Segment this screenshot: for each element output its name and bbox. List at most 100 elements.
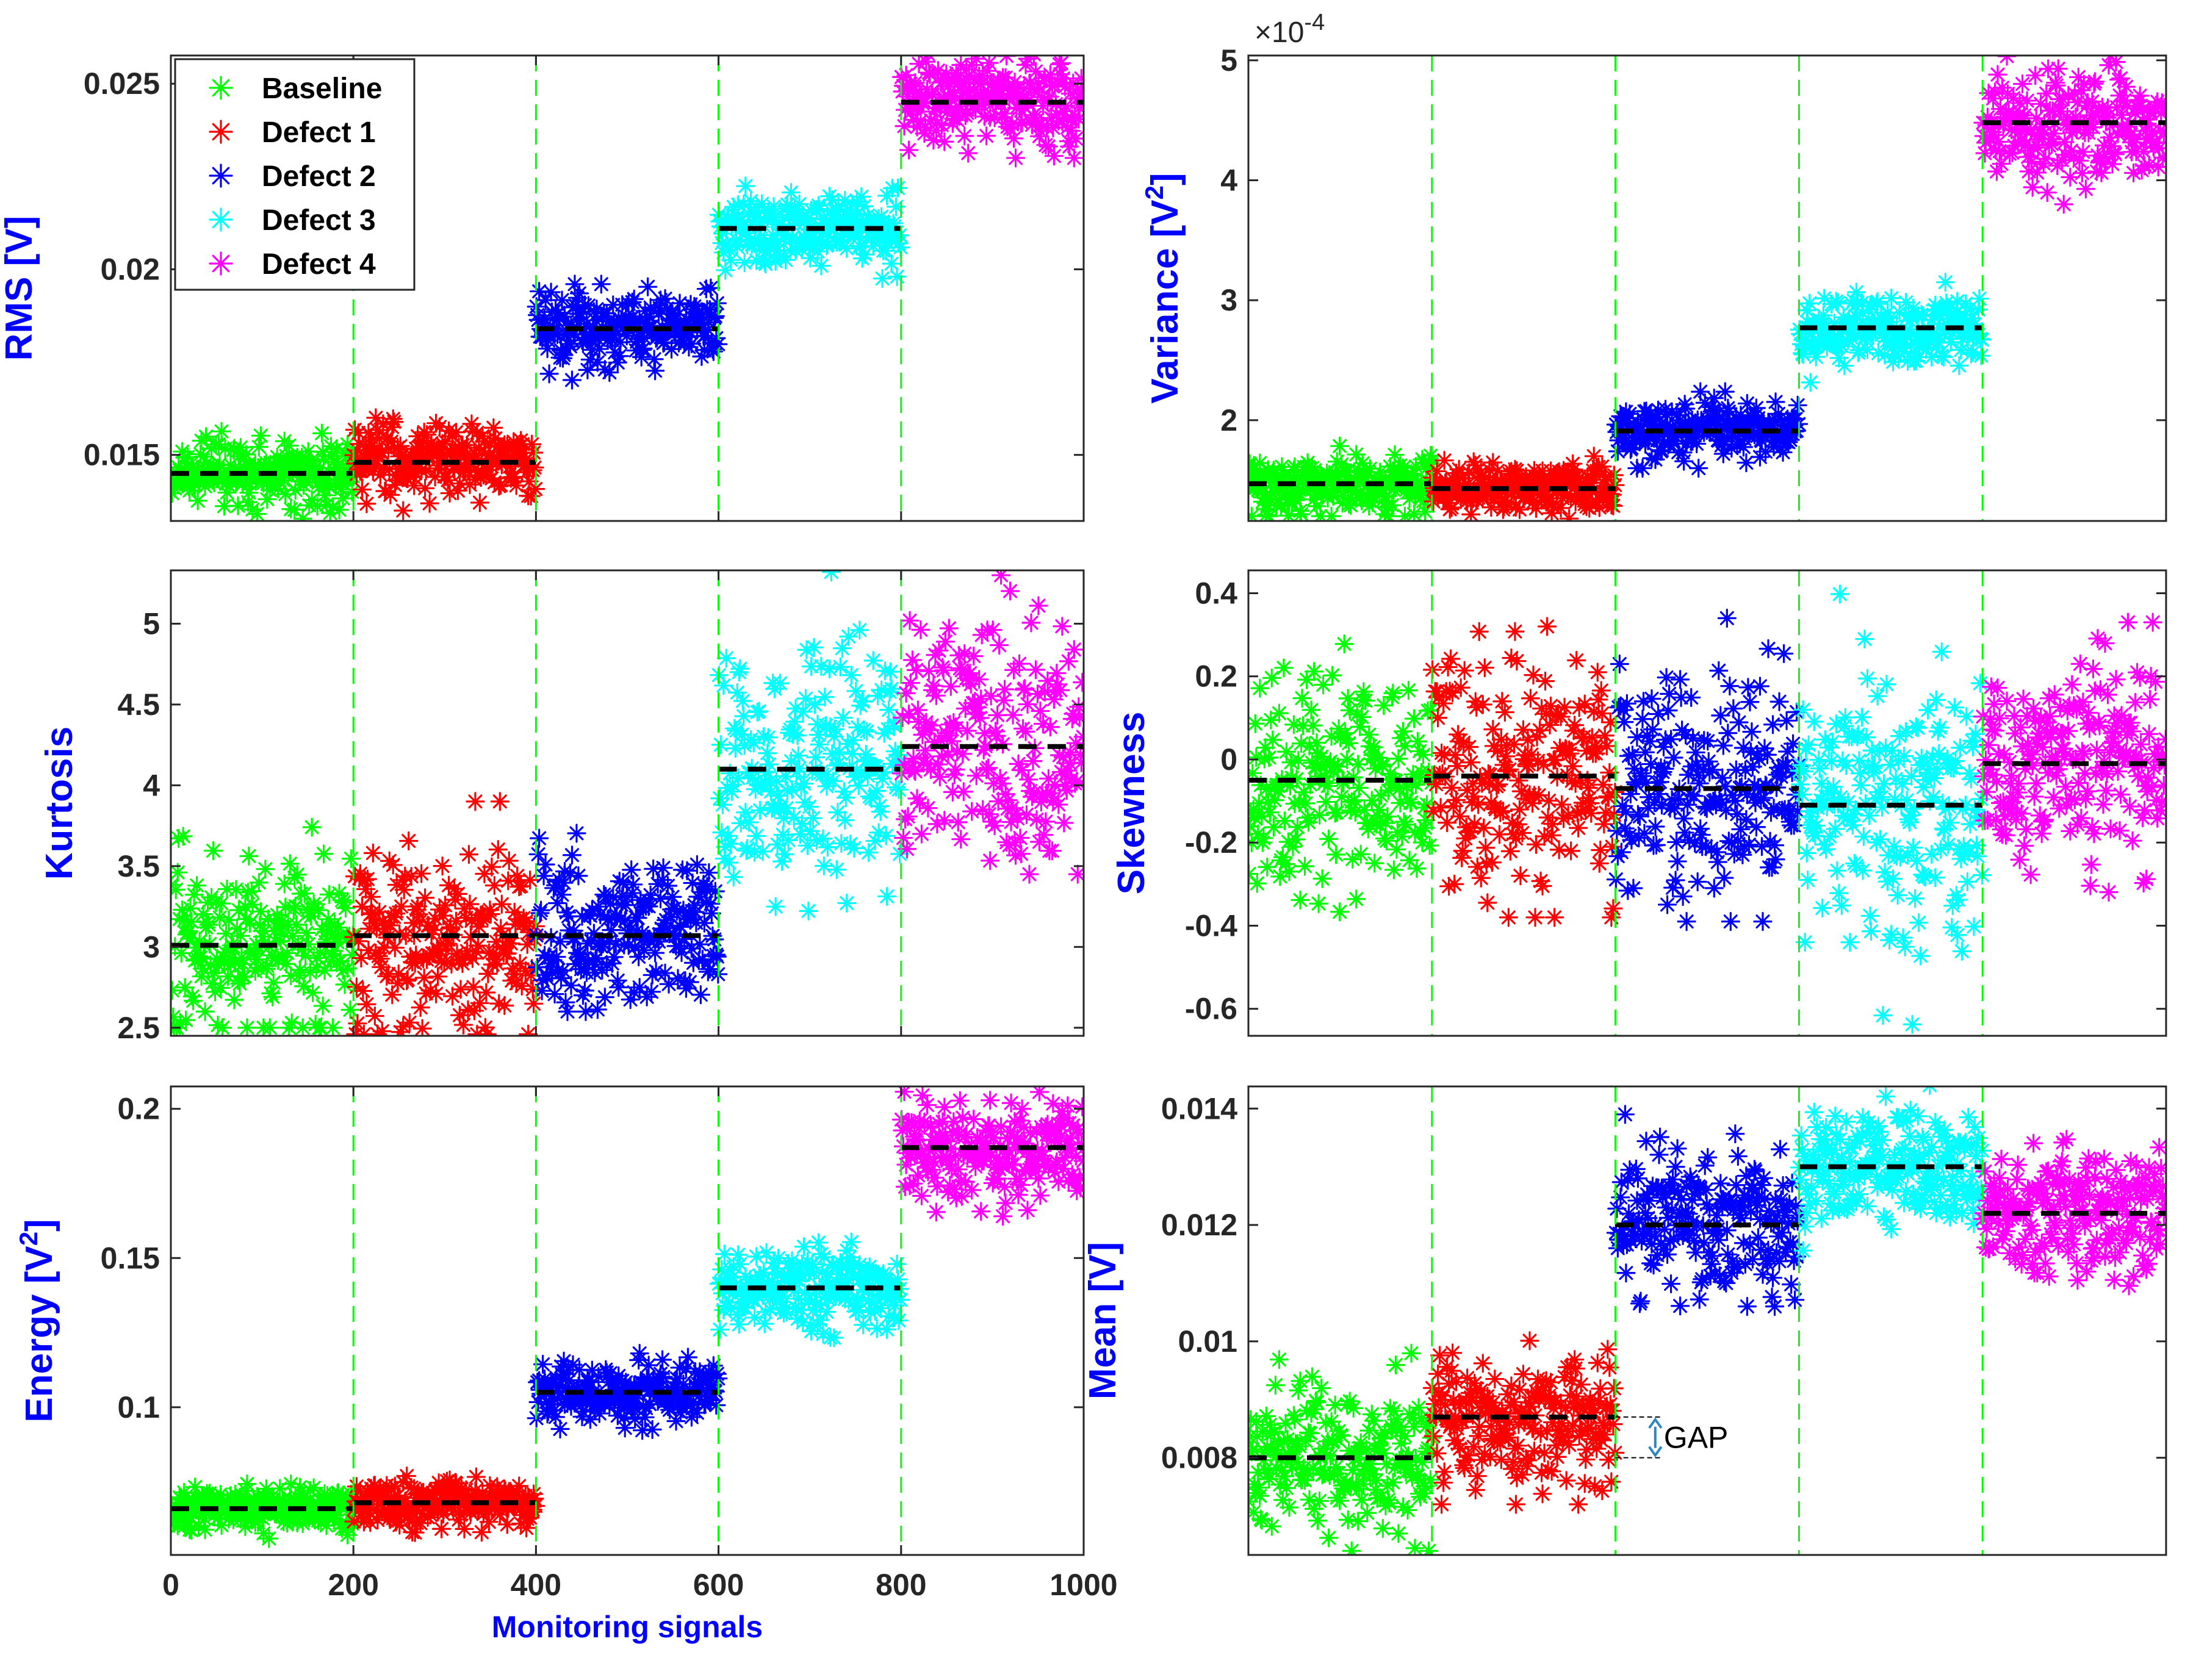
data-point [1793, 700, 1813, 719]
data-point [1044, 146, 1064, 166]
y-tick-label: 2 [1220, 403, 1237, 437]
data-point [682, 334, 702, 353]
data-point [1451, 678, 1470, 697]
data-point [646, 943, 665, 963]
data-point [939, 619, 959, 638]
data-point [1870, 741, 1889, 761]
data-point [185, 1477, 205, 1497]
data-point [2153, 148, 2166, 168]
y-tick-label: 3 [143, 930, 160, 964]
data-point [1483, 720, 1503, 739]
data-point [1552, 795, 1572, 814]
data-point [1724, 698, 1743, 719]
data-point [1946, 751, 1965, 771]
data-point [442, 986, 463, 1006]
data-point [1604, 899, 1623, 918]
data-point [624, 875, 643, 894]
data-point [981, 851, 1000, 871]
data-point [2125, 128, 2144, 148]
data-point [1813, 306, 1833, 325]
data-point [1982, 720, 2002, 739]
data-point [841, 666, 861, 685]
data-point [333, 489, 353, 508]
data-point [1064, 640, 1084, 659]
data-point [964, 646, 984, 666]
data-point [398, 969, 417, 989]
data-point [1988, 65, 2007, 84]
data-point [1073, 672, 1084, 692]
data-point [1908, 718, 1928, 738]
data-point [810, 734, 829, 755]
series-baseline [171, 817, 363, 1036]
data-point [553, 961, 573, 980]
data-point [1664, 748, 1683, 767]
data-point [1286, 830, 1306, 849]
data-point [1684, 786, 1704, 806]
data-point [721, 834, 741, 853]
data-point [385, 938, 405, 958]
data-point [1851, 775, 1871, 795]
data-point [843, 744, 862, 764]
data-point [2081, 855, 2101, 874]
data-point [644, 859, 663, 878]
data-point [412, 1019, 432, 1036]
data-point [979, 758, 998, 778]
data-point [1827, 861, 1847, 880]
data-point [777, 799, 796, 818]
data-point [2083, 659, 2103, 679]
data-point [1290, 890, 1310, 910]
data-point [562, 845, 582, 865]
data-point [898, 806, 918, 827]
data-point [889, 1311, 909, 1330]
data-point [785, 712, 805, 731]
data-point [2021, 865, 2040, 885]
data-point [293, 1018, 312, 1036]
data-point [484, 875, 504, 896]
data-point [1365, 853, 1384, 873]
data-point [833, 708, 853, 728]
data-point [1274, 658, 1294, 678]
data-point [1597, 736, 1616, 756]
data-point [1507, 652, 1527, 671]
data-point [1054, 813, 1074, 833]
data-point [453, 1015, 473, 1035]
data-point [1461, 753, 1481, 772]
data-point [825, 719, 844, 739]
data-point [416, 478, 435, 498]
data-point [983, 620, 1003, 640]
data-point [1540, 715, 1560, 734]
data-point [1746, 817, 1766, 837]
data-point [287, 865, 307, 885]
data-point [561, 975, 581, 996]
data-point [1740, 692, 1760, 712]
data-point [1712, 792, 1731, 813]
data-point [399, 831, 419, 851]
data-point [1034, 825, 1054, 845]
data-point [2140, 689, 2160, 709]
data-point [846, 681, 866, 701]
data-point [1338, 689, 1358, 708]
data-point [2076, 179, 2095, 199]
data-point [1731, 819, 1751, 839]
data-point [334, 892, 354, 912]
data-point [191, 948, 211, 967]
data-point [707, 293, 727, 313]
data-point [1966, 724, 1985, 744]
plot-content [171, 1086, 1084, 1555]
data-point [184, 885, 204, 905]
data-point [995, 104, 1015, 123]
data-point [1525, 908, 1545, 927]
data-point [908, 700, 928, 720]
data-point [1666, 871, 1685, 890]
data-point [882, 254, 901, 273]
series-defect-1 [1422, 617, 1625, 927]
data-point [871, 802, 890, 822]
data-point [384, 412, 404, 432]
data-point [1526, 835, 1546, 854]
data-point [302, 817, 322, 837]
data-point [1416, 810, 1436, 830]
data-point [275, 874, 294, 894]
data-point [314, 844, 334, 864]
